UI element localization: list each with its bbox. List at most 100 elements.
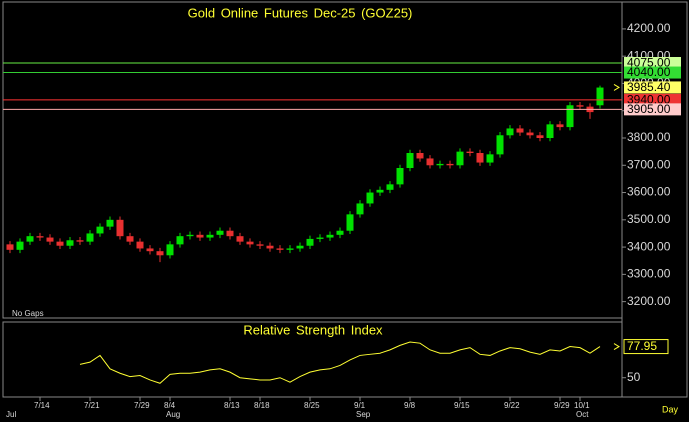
candle-body	[96, 226, 104, 234]
x-tick-label: 8/25	[304, 401, 320, 410]
candle-body	[276, 248, 284, 250]
rsi-box	[623, 339, 669, 355]
candle-body	[216, 230, 224, 235]
candle-body	[436, 163, 444, 166]
candle-body	[406, 153, 414, 168]
candle-body	[106, 219, 114, 227]
level-box	[624, 57, 681, 69]
x-tick-label: 7/21	[84, 401, 100, 410]
candle-body	[6, 244, 14, 250]
candle-body	[186, 234, 194, 237]
y-tick-label: 3600.00	[627, 185, 671, 199]
candle-body	[66, 240, 74, 246]
level-box	[624, 93, 681, 106]
month-label: Jul	[6, 410, 16, 419]
candle-body	[486, 154, 494, 163]
x-tick-label: 9/29	[554, 401, 570, 410]
candle-body	[156, 251, 164, 256]
note: No Gaps	[12, 309, 44, 318]
y-tick-label: 50	[627, 370, 641, 384]
candle-body	[516, 128, 524, 133]
level-label: 3905.00	[627, 102, 671, 116]
candle-body	[206, 234, 214, 238]
candle-body	[116, 219, 124, 237]
candle-body	[86, 233, 94, 242]
y-tick-label: 3300.00	[627, 267, 671, 281]
x-tick-label: 9/22	[504, 401, 520, 410]
y-tick-label: 3400.00	[627, 239, 671, 253]
candle-body	[196, 234, 204, 238]
y-tick-label: 3500.00	[627, 212, 671, 226]
candle-body	[226, 230, 234, 237]
candle-body	[236, 236, 244, 242]
candle-body	[596, 87, 604, 106]
candle-body	[256, 244, 264, 246]
candle-body	[346, 214, 354, 231]
x-tick-label: 8/4	[164, 401, 176, 410]
candle-body	[16, 241, 24, 250]
month-label: Oct	[576, 410, 589, 419]
level-label: 3940.00	[627, 92, 671, 106]
rsi-label: 77.95	[627, 339, 657, 353]
x-tick-label: 9/8	[404, 401, 416, 410]
candle-body	[126, 236, 134, 242]
candle-body	[46, 237, 54, 242]
candle-body	[376, 189, 384, 193]
period: Day	[662, 404, 679, 414]
y-tick-label: 3200.00	[627, 294, 671, 308]
candle-body	[56, 241, 64, 246]
candle-body	[26, 236, 34, 242]
y-tick-label: 3800.00	[627, 130, 671, 144]
candle-body	[476, 153, 484, 163]
candle-body	[386, 184, 394, 190]
y-tick-label: 4200.00	[627, 21, 671, 35]
candle-body	[176, 236, 184, 245]
candle-body	[76, 240, 84, 242]
candle-body	[286, 248, 294, 250]
candle-body	[326, 234, 334, 238]
x-tick-label: 8/13	[224, 401, 240, 410]
level-box	[624, 103, 681, 116]
candle-body	[146, 248, 154, 252]
candle-body	[576, 105, 584, 107]
y-tick-label: 3700.00	[627, 157, 671, 171]
candle-body	[36, 236, 44, 238]
level-label: 4040.00	[627, 65, 671, 79]
candle-body	[566, 105, 574, 128]
rsi-title: Relative Strength Index	[243, 322, 383, 337]
candle-body	[416, 153, 424, 159]
month-label: Aug	[166, 410, 180, 419]
candle-body	[536, 135, 544, 138]
x-tick-label: 7/14	[34, 401, 50, 410]
candle-body	[556, 124, 564, 128]
last-box	[624, 81, 681, 94]
candle-body	[316, 237, 324, 239]
x-tick-label: 9/1	[354, 401, 366, 410]
level-box	[624, 66, 681, 79]
candle-body	[266, 245, 274, 249]
candle-body	[356, 203, 364, 215]
candle-body	[546, 124, 554, 138]
last-label: 3985.40	[627, 80, 671, 94]
candle-body	[526, 132, 534, 136]
candle-body	[246, 241, 254, 245]
rsi-line	[79, 341, 601, 384]
chart-title: Gold Online Futures Dec-25 (GOZ25)	[188, 5, 413, 20]
candle-body	[426, 158, 434, 166]
rsi-marker	[613, 343, 620, 350]
candle-body	[366, 192, 374, 204]
candle-body	[396, 168, 404, 185]
candle-body	[456, 151, 464, 166]
x-tick-label: 10/1	[574, 401, 590, 410]
candle-body	[306, 238, 314, 246]
candle-body	[506, 128, 514, 136]
x-tick-label: 9/15	[454, 401, 470, 410]
candle-body	[166, 244, 174, 256]
last-marker	[613, 84, 620, 91]
candle-body	[136, 241, 144, 249]
level-label: 4075.00	[627, 56, 671, 70]
candle-body	[336, 230, 344, 235]
